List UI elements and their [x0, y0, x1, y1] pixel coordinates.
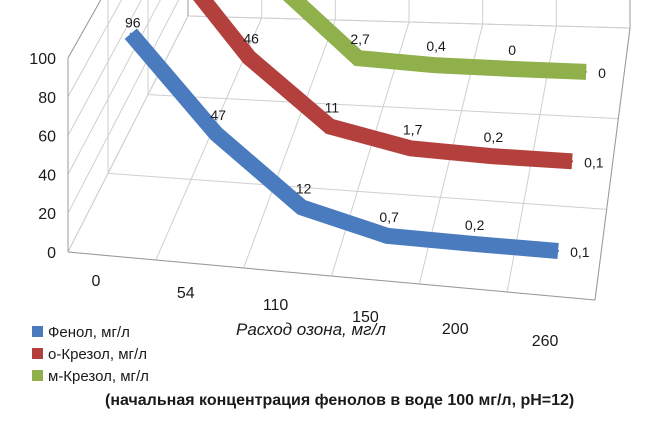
x-axis-ticks: 0 54 110 150 200 260 [91, 273, 558, 350]
data-point [409, 147, 412, 150]
data-point [129, 32, 132, 35]
data-label: 47 [210, 107, 226, 123]
series-1 [124, 28, 560, 259]
series-ribbon [193, 0, 573, 170]
gridline-floor [67, 15, 189, 253]
legend-label: м-Крезол, мг/л [48, 368, 149, 385]
gridline-floor-depth [187, 15, 631, 29]
chart-series [124, 0, 588, 259]
data-label: 0,1 [584, 154, 604, 170]
y-tick-label: 0 [47, 245, 56, 262]
y-tick-label: 40 [38, 167, 56, 184]
data-point [328, 125, 331, 128]
data-label: 0,1 [570, 244, 590, 260]
gridline-floor-depth [147, 94, 619, 120]
data-labels: 99412,70,4009946111,70,20,19647120,70,20… [125, 15, 606, 260]
x-tick-label: 260 [532, 333, 559, 350]
gridline-left-wall [67, 0, 123, 98]
x-tick-label: 110 [263, 297, 289, 314]
data-label: 0,4 [426, 38, 446, 54]
data-point [509, 67, 512, 70]
data-point [585, 70, 588, 73]
legend-swatch [32, 348, 43, 359]
x-tick-label: 150 [352, 309, 379, 326]
data-point [471, 242, 474, 245]
data-label: 1,7 [403, 121, 423, 137]
data-point [557, 249, 560, 252]
data-point [248, 56, 251, 59]
x-axis-title: Расход озона, мг/л [236, 320, 386, 339]
series-ribbon [124, 28, 559, 259]
floor-edge [67, 27, 631, 301]
gridline-floor-depth [107, 172, 607, 210]
data-label: 12 [296, 180, 312, 196]
data-point [571, 160, 574, 163]
data-point [386, 234, 389, 237]
data-label: 11 [325, 99, 340, 115]
data-label: 96 [125, 15, 141, 31]
gridline-floor [243, 19, 336, 269]
y-axis-ticks: 0 20 40 60 80 100 [29, 51, 56, 262]
legend-swatch [32, 326, 43, 337]
data-point [433, 64, 436, 67]
y-tick-label: 20 [38, 206, 56, 223]
legend-label: Фенол, мг/л [48, 324, 130, 341]
x-tick-label: 54 [177, 285, 195, 302]
data-point [357, 57, 360, 60]
gridline-left-wall [67, 0, 142, 136]
data-point [490, 155, 493, 158]
data-label: 0,2 [465, 217, 485, 233]
gridline-left-wall [67, 0, 161, 175]
data-label: 46 [243, 31, 259, 47]
y-tick-label: 60 [38, 129, 56, 146]
x-tick-label: 0 [91, 273, 100, 290]
series-2 [193, 0, 574, 170]
legend-swatch [32, 370, 43, 381]
data-label: 2,7 [350, 31, 370, 47]
series-ribbon [283, 0, 587, 80]
legend: Фенол, мг/л о-Крезол, мг/л м-Крезол, мг/л [32, 324, 149, 385]
y-tick-label: 80 [38, 90, 56, 107]
legend-label: о-Крезол, мг/л [48, 346, 147, 363]
data-label: 0,7 [379, 209, 399, 225]
chart-note: (начальная концентрация фенолов в воде 1… [105, 392, 574, 409]
gridline-left-wall [67, 0, 180, 214]
x-tick-label: 200 [442, 321, 469, 338]
data-label: 0 [508, 42, 516, 58]
data-label: 0 [598, 65, 606, 81]
wall-edge [67, 0, 631, 252]
data-label: 0,2 [484, 129, 504, 145]
y-tick-label: 100 [29, 51, 56, 68]
data-point [300, 206, 303, 209]
data-point [215, 132, 218, 135]
series-3 [283, 0, 588, 80]
